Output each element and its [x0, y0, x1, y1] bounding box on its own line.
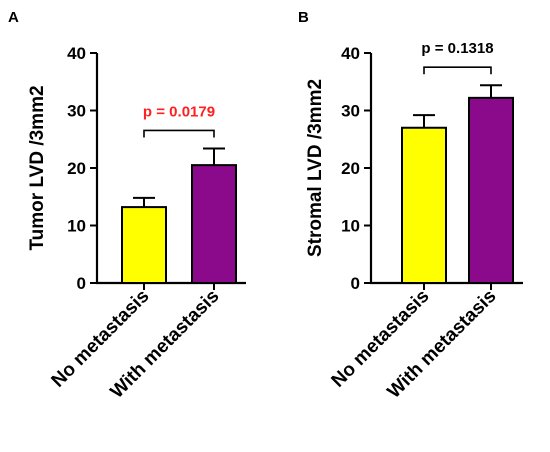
y-axis-label: Tumor LVD /3mm2: [27, 85, 48, 250]
y-tick-label: 40: [341, 44, 360, 63]
significance-bracket: [423, 66, 492, 75]
y-tick-label: 40: [67, 44, 86, 63]
y-tick-label: 30: [67, 102, 86, 121]
y-tick-label: 0: [351, 274, 360, 293]
y-tick-label: 10: [341, 217, 360, 236]
p-value-label: p = 0.0179: [143, 103, 215, 120]
bar: [468, 96, 514, 284]
y-tick-label: 10: [67, 217, 86, 236]
y-tick-label: 0: [77, 274, 86, 293]
panel-label: A: [8, 9, 19, 26]
p-value-label: p = 0.1318: [421, 40, 493, 57]
significance-bracket: [143, 129, 215, 138]
bar: [191, 164, 237, 284]
y-tick-label: 20: [67, 159, 86, 178]
bar: [121, 206, 167, 285]
panel-label: B: [298, 9, 309, 26]
y-tick-label: 30: [341, 102, 360, 121]
y-tick-label: 20: [341, 159, 360, 178]
y-axis-label: Stromal LVD /3mm2: [305, 79, 326, 257]
bar: [401, 126, 447, 284]
